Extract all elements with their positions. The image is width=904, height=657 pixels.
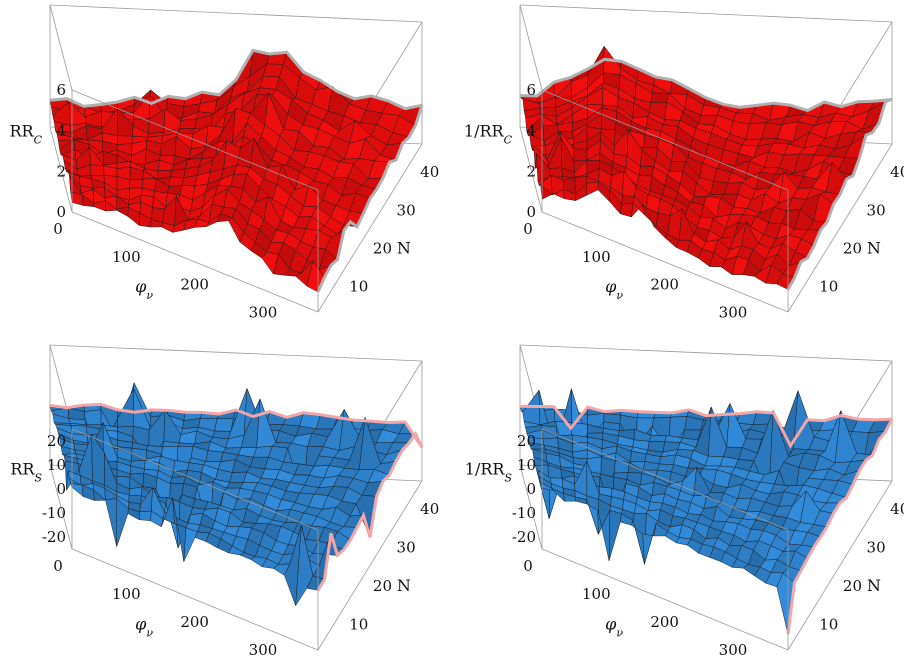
x-tick-label: 300 — [249, 303, 278, 321]
x-tick-label: 300 — [249, 641, 278, 657]
z-tick-label: 4 — [56, 122, 66, 140]
y-tick-label: 20 — [373, 577, 392, 595]
z-tick-label: 6 — [56, 81, 66, 99]
z-tick-label: 6 — [526, 81, 536, 99]
y-axis-label: N — [397, 238, 411, 257]
y-tick-label: 40 — [890, 500, 904, 518]
x-tick-label: 200 — [650, 613, 679, 631]
z-tick-label: 4 — [526, 122, 536, 140]
chart-panel-bottom-left: -20 -10 0 10 20 RRS 0 100 200 300 φν 10 20 30 40 N — [10, 344, 439, 657]
y-tick-label: 30 — [867, 201, 886, 219]
z-axis-label: 1/RRC — [464, 121, 513, 146]
chart-panel-top-right: 0 2 4 6 1/RRC 0 100 200 300 φν 10 20 30 40 N — [464, 4, 904, 321]
y-tick-label: 20 — [843, 239, 862, 257]
z-tick-label: 0 — [56, 203, 66, 221]
x-axis-label: φν — [605, 277, 623, 302]
y-tick-label: 10 — [349, 615, 368, 633]
y-tick-label: 30 — [867, 539, 886, 557]
y-axis-label: N — [397, 576, 411, 595]
z-axis-label: RRC — [9, 121, 42, 146]
z-tick-label: -20 — [42, 528, 66, 546]
z-tick-label: 20 — [47, 432, 66, 450]
x-tick-label: 100 — [582, 248, 611, 266]
x-tick-label: 100 — [112, 248, 141, 266]
x-tick-label: 100 — [582, 585, 611, 603]
x-tick-label: 0 — [53, 220, 63, 238]
z-axis-label: RRS — [10, 460, 42, 485]
x-tick-label: 0 — [523, 220, 533, 238]
x-tick-label: 0 — [523, 557, 533, 575]
z-tick-label: 0 — [526, 203, 536, 221]
z-tick-label: -10 — [42, 504, 66, 522]
x-tick-label: 200 — [650, 276, 679, 294]
y-tick-label: 10 — [819, 278, 838, 296]
y-tick-label: 40 — [890, 163, 904, 181]
y-tick-label: 30 — [397, 539, 416, 557]
x-axis-label: φν — [605, 615, 623, 640]
z-axis-label: 1/RRS — [465, 460, 513, 485]
y-tick-label: 40 — [420, 163, 439, 181]
x-tick-label: 100 — [112, 585, 141, 603]
y-tick-label: 20 — [373, 239, 392, 257]
x-tick-label: 300 — [719, 641, 748, 657]
x-axis-label: φν — [135, 277, 153, 302]
z-tick-label: 0 — [526, 480, 536, 498]
chart-panel-top-left: 0 2 4 6 RRC 0 100 200 300 φν 10 20 30 40 N — [9, 4, 439, 321]
z-tick-label: 20 — [517, 432, 536, 450]
y-tick-label: 10 — [349, 278, 368, 296]
z-tick-label: 10 — [47, 456, 66, 474]
y-tick-label: 20 — [843, 577, 862, 595]
z-tick-label: 2 — [526, 162, 536, 180]
x-tick-label: 200 — [180, 613, 209, 631]
z-tick-label: 2 — [56, 162, 66, 180]
z-tick-label: 0 — [56, 480, 66, 498]
z-tick-label: 10 — [517, 456, 536, 474]
x-tick-label: 200 — [180, 276, 209, 294]
y-axis-label: N — [867, 238, 881, 257]
y-tick-label: 40 — [420, 500, 439, 518]
y-tick-label: 30 — [397, 201, 416, 219]
y-axis-label: N — [867, 576, 881, 595]
y-tick-label: 10 — [819, 615, 838, 633]
z-tick-label: -20 — [512, 528, 536, 546]
x-tick-label: 300 — [719, 303, 748, 321]
x-tick-label: 0 — [53, 557, 63, 575]
x-axis-label: φν — [135, 615, 153, 640]
z-tick-label: -10 — [512, 504, 536, 522]
